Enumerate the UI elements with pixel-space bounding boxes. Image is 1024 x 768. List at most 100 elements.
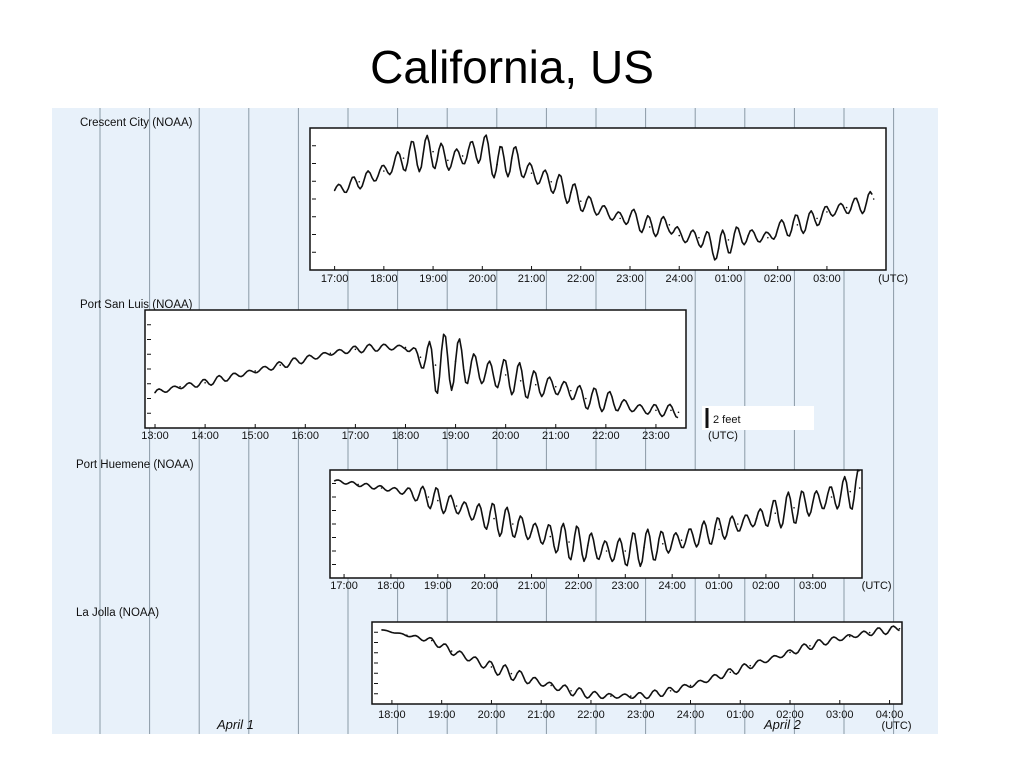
slide-title: California, US (370, 41, 654, 93)
data-point (793, 507, 795, 509)
data-point (519, 380, 522, 382)
data-point (419, 356, 422, 358)
data-point (605, 550, 608, 552)
data-point (678, 234, 681, 237)
data-point (629, 695, 632, 697)
x-tick-label: 23:00 (627, 709, 655, 721)
data-point (358, 180, 361, 183)
x-tick-label: 03:00 (799, 580, 827, 592)
plot-area (371, 621, 903, 705)
data-point (550, 684, 552, 687)
data-point (402, 157, 405, 159)
panel-port-san-luis: Port San Luis (NOAA) 13:00 14:00 15:00 16:00… (80, 299, 738, 442)
data-point (845, 206, 848, 209)
x-tick-label: 13:00 (141, 430, 169, 442)
data-point (490, 666, 493, 668)
data-point (809, 645, 811, 647)
x-tick-label: 24:00 (658, 580, 686, 592)
axis-unit-label: (UTC) (882, 720, 912, 732)
x-tick-label: 21:00 (518, 273, 546, 285)
data-point (437, 499, 439, 502)
data-point (493, 517, 495, 520)
x-tick-label: 18:00 (377, 580, 405, 592)
x-tick-label: 20:00 (471, 580, 499, 592)
data-point (677, 411, 680, 414)
x-tick-label: 19:00 (419, 273, 447, 285)
data-point (796, 224, 799, 226)
x-tick-label: 19:00 (442, 430, 470, 442)
x-tick-label: 20:00 (469, 273, 497, 285)
panel-la-jolla: La Jolla (NOAA) 18:00 19:00 20:00 21:00 22:00… (76, 607, 911, 732)
data-point (550, 180, 553, 183)
data-point (279, 364, 282, 366)
data-point (767, 236, 769, 239)
station-title: Port San Luis (NOAA) (80, 299, 193, 311)
x-tick-label: 23:00 (612, 580, 640, 592)
data-point (718, 528, 720, 531)
x-tick-label: 17:00 (321, 273, 349, 285)
tide-gauge-svg: Crescent City (NOAA) 17:00 18:00 19:00 20:00… (52, 108, 938, 734)
data-point (383, 170, 385, 172)
panel-crescent-city: Crescent City (NOAA) 17:00 18:00 19:00 20:00… (80, 117, 908, 285)
data-point (549, 535, 552, 538)
axis-unit-label: (UTC) (862, 580, 892, 592)
data-point (872, 198, 875, 200)
x-tick-label: 24:00 (677, 709, 705, 721)
day-label-april-1: April 1 (216, 717, 254, 732)
x-tick-label: 22:00 (577, 709, 605, 721)
x-tick-label: 23:00 (642, 430, 670, 442)
data-point (849, 490, 852, 493)
x-tick-label: 02:00 (764, 273, 792, 285)
axis-unit-label: (UTC) (708, 430, 738, 442)
data-point (432, 150, 434, 153)
water-level-series (381, 625, 900, 700)
data-point (736, 523, 739, 525)
x-tick-label: 03:00 (826, 709, 854, 721)
x-tick-label: 22:00 (567, 273, 595, 285)
data-point (568, 541, 570, 543)
data-point (610, 695, 612, 697)
data-point (427, 496, 430, 498)
data-point (579, 200, 582, 202)
data-point (534, 383, 537, 386)
x-tick-label: 19:00 (428, 709, 456, 721)
x-tick-label: 20:00 (492, 430, 520, 442)
data-point (504, 374, 507, 376)
data-point (329, 352, 332, 355)
station-title: La Jolla (NOAA) (76, 607, 159, 619)
data-point (826, 211, 828, 213)
data-point (624, 550, 627, 552)
data-point (254, 370, 257, 372)
data-point (898, 627, 901, 630)
data-point (655, 409, 657, 412)
x-tick-label: 17:00 (342, 430, 370, 442)
data-point (512, 523, 514, 525)
scale-bar: 2 feet (702, 406, 814, 430)
tide-gauge-figure: Crescent City (NOAA) 17:00 18:00 19:00 20:00… (52, 108, 938, 734)
x-tick-label: 03:00 (813, 273, 841, 285)
data-point (689, 684, 692, 687)
data-point (510, 672, 513, 675)
data-point (727, 239, 730, 241)
data-point (830, 496, 833, 498)
x-tick-label: 01:00 (715, 273, 743, 285)
data-point (179, 385, 181, 388)
data-point (434, 364, 437, 366)
data-point (848, 635, 851, 638)
x-tick-label: 04:00 (876, 709, 904, 721)
station-title: Port Huemene (NOAA) (76, 459, 194, 471)
x-tick-label: 17:00 (330, 580, 358, 592)
data-point (698, 236, 700, 239)
plot-area (309, 127, 887, 271)
x-tick-label: 18:00 (370, 273, 398, 285)
data-point (455, 505, 458, 507)
x-tick-label: 16:00 (292, 430, 320, 442)
data-point (404, 346, 407, 349)
x-tick-label: 15:00 (241, 430, 269, 442)
x-tick-label: 20:00 (478, 709, 506, 721)
data-point (461, 155, 464, 157)
x-tick-label: 24:00 (665, 273, 693, 285)
x-tick-label: 18:00 (392, 430, 420, 442)
data-point (669, 689, 672, 692)
data-point (450, 650, 453, 652)
